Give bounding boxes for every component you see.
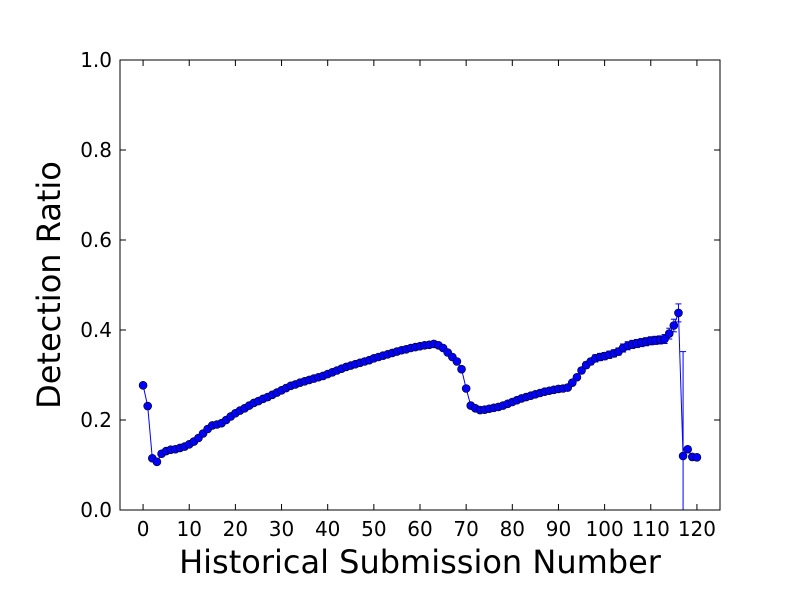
x-tick-label: 100 <box>586 517 624 541</box>
marker <box>143 401 152 411</box>
x-tick-label: 70 <box>453 517 478 541</box>
marker <box>452 357 462 366</box>
marker <box>678 451 688 461</box>
x-tick-label: 0 <box>137 517 150 541</box>
x-tick-label: 110 <box>632 517 670 541</box>
marker <box>572 372 582 382</box>
marker <box>683 444 692 454</box>
x-tick-label: 40 <box>315 517 340 541</box>
y-tick-label: 0.4 <box>80 318 112 342</box>
series-line <box>142 312 697 463</box>
y-tick-label: 0.2 <box>80 408 112 432</box>
marker <box>461 384 471 393</box>
plot-area <box>138 303 702 510</box>
x-tick-label: 60 <box>407 517 432 541</box>
marker <box>457 364 466 374</box>
y-tick-label: 0.8 <box>80 138 112 162</box>
x-axis-label: Historical Submission Number <box>179 543 662 581</box>
marker <box>152 457 162 467</box>
x-tick-label: 20 <box>223 517 248 541</box>
y-tick-label: 0.6 <box>80 228 112 252</box>
x-tick-label: 50 <box>361 517 386 541</box>
axes-frame <box>119 59 721 511</box>
x-tick-label: 30 <box>269 517 294 541</box>
x-tick-label: 120 <box>678 517 716 541</box>
marker <box>674 308 683 318</box>
marker <box>138 381 148 390</box>
x-tick-label: 90 <box>546 517 571 541</box>
marker <box>664 329 674 338</box>
y-axis-label: Detection Ratio <box>30 161 68 409</box>
x-tick-label: 80 <box>500 517 525 541</box>
y-tick-label: 0.0 <box>80 498 112 522</box>
marker <box>692 453 702 462</box>
x-tick-label: 10 <box>177 517 202 541</box>
y-tick-label: 1.0 <box>80 48 112 72</box>
marker <box>669 321 679 330</box>
